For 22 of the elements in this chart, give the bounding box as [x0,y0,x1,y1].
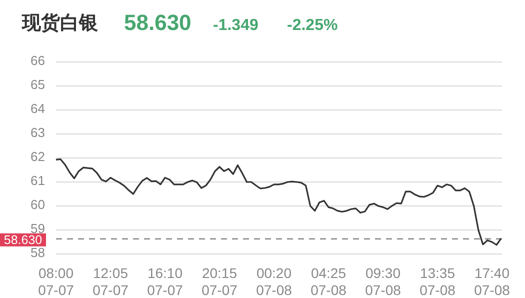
x-tick-label: 04:25 07-08 [310,265,347,298]
x-tick-label: 09:30 07-08 [365,265,402,298]
x-tick-label: 08:00 07-07 [38,265,74,298]
y-tick-label: 64 [30,101,45,116]
y-tick-label: 66 [30,53,45,68]
x-tick-label: 20:15 07-07 [202,265,238,298]
x-tick-label: 00:20 07-08 [256,265,292,298]
text: -2.25% [287,17,338,34]
y-tick-label: 65 [30,77,45,92]
y-tick-label: 60 [30,197,45,212]
y-tick-label: 61 [30,173,45,188]
x-tick-label: 12:05 07-07 [92,265,129,298]
text: 58.630 [124,10,192,35]
x-tick-label: 13:35 07-08 [420,265,456,298]
y-tick-label: 62 [30,149,45,164]
x-tick-label: 16:10 07-07 [147,265,184,298]
line-series [55,158,502,246]
x-tick-label: 17:40 07-08 [474,265,510,298]
chart-title: 现货白银 [21,12,99,34]
y-tick-label: 58 [30,245,45,260]
text: -1.349 [213,17,258,34]
y-tick-label: 63 [30,125,45,140]
